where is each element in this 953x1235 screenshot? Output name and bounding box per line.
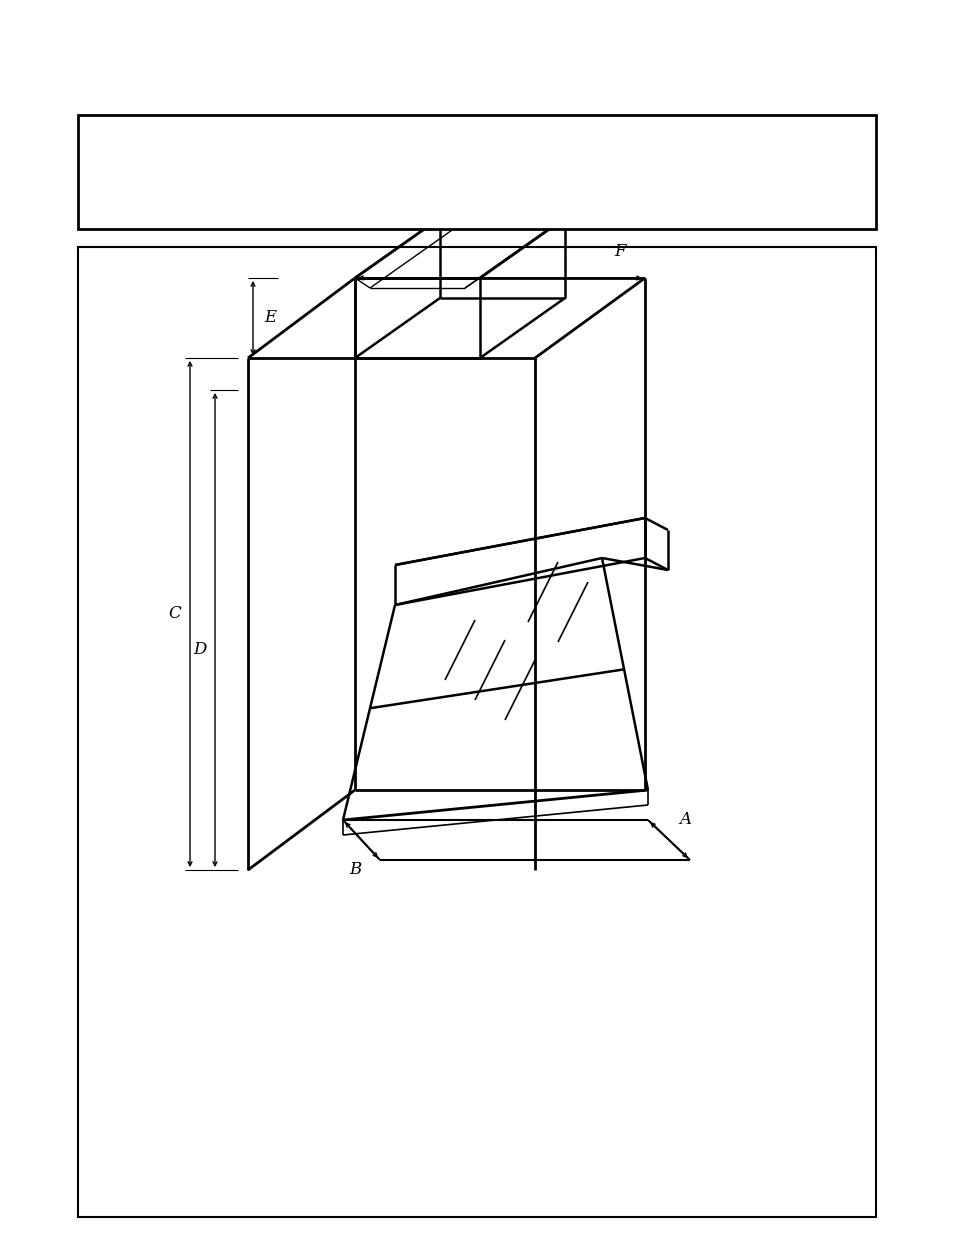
Text: B: B	[349, 862, 361, 878]
Bar	[78, 115, 875, 228]
Text: D: D	[193, 641, 207, 658]
Bar	[78, 247, 875, 1216]
Text: C: C	[169, 605, 181, 622]
Text: A: A	[679, 811, 690, 829]
Text: E: E	[264, 310, 275, 326]
Text: F: F	[614, 243, 625, 261]
